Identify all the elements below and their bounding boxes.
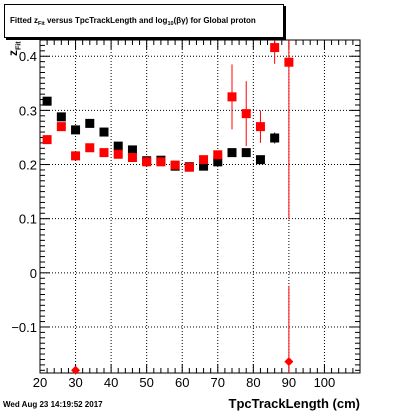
y-tick-label: 0.1 <box>19 212 37 227</box>
data-points <box>42 40 294 375</box>
data-point-red <box>213 150 223 160</box>
chart-title: Fitted zFit versus TpcTrackLength and lo… <box>10 16 256 27</box>
data-point-black <box>199 161 209 171</box>
plot-frame <box>39 39 361 374</box>
data-point-red <box>113 149 123 159</box>
x-axis-label: TpcTrackLength (cm) <box>228 396 360 411</box>
timestamp: Wed Aug 23 14:19:52 2017 <box>3 400 103 409</box>
axis-ticks <box>39 39 361 373</box>
data-point-black <box>270 133 280 143</box>
tick-labels: 20 30 40 50 60 70 80 90 100 −0.1 0 0.1 0.2 0.3 0.4 <box>11 49 335 390</box>
data-point-red <box>255 122 265 132</box>
x-tick-label: 100 <box>314 375 336 390</box>
y-tick-label: 0 <box>30 266 37 281</box>
data-point-red <box>42 135 52 145</box>
data-point-red <box>156 157 166 167</box>
data-point-red <box>227 92 237 102</box>
title-middle: versus TpcTrackLength and log <box>44 16 168 25</box>
data-point-red <box>241 109 251 119</box>
y-tick-label: 0.3 <box>19 103 37 118</box>
y-tick-label: −0.1 <box>11 320 37 335</box>
data-point-black <box>213 157 223 167</box>
data-point-red <box>127 152 137 162</box>
data-point-red <box>170 160 180 170</box>
title-suffix: (βγ) for Global proton <box>173 16 256 25</box>
data-point-diamond <box>71 365 81 375</box>
x-tick-label: 20 <box>33 375 47 390</box>
y-axis-label-sub: Fit <box>15 41 23 50</box>
data-point-black <box>56 112 66 122</box>
data-point-black <box>241 148 251 158</box>
x-tick-label: 50 <box>139 375 153 390</box>
x-tick-label: 70 <box>211 375 225 390</box>
data-point-red <box>184 162 194 172</box>
data-point-red <box>270 43 280 53</box>
y-axis-label: zFit <box>6 41 22 56</box>
data-point-red <box>99 148 109 158</box>
data-point-red <box>199 155 209 165</box>
x-tick-label: 60 <box>175 375 189 390</box>
y-tick-label: 0.2 <box>19 158 37 173</box>
data-point-red <box>142 157 152 167</box>
y-tick-label: 0.4 <box>19 49 37 64</box>
title-box: Fitted zFit versus TpcTrackLength and lo… <box>4 4 284 38</box>
data-point-black <box>227 148 237 158</box>
data-point-red <box>284 57 294 67</box>
title-prefix: Fitted z <box>10 16 38 25</box>
data-point-red <box>85 143 95 153</box>
data-point-black <box>99 127 109 137</box>
title-subscript-log: 10 <box>167 21 174 27</box>
data-point-red <box>56 122 66 132</box>
x-tick-label: 30 <box>68 375 82 390</box>
data-point-red <box>71 151 81 161</box>
data-point-black <box>255 155 265 165</box>
x-tick-label: 80 <box>246 375 260 390</box>
title-subscript: Fit <box>38 21 45 27</box>
data-point-black <box>71 125 81 135</box>
data-point-black <box>113 141 123 151</box>
data-point-diamond <box>284 357 294 367</box>
data-point-black <box>85 118 95 128</box>
x-tick-label: 90 <box>282 375 296 390</box>
y-axis-label-main: z <box>6 50 20 56</box>
x-tick-label: 40 <box>104 375 118 390</box>
data-point-black <box>42 96 52 106</box>
data-point-black <box>127 145 137 155</box>
